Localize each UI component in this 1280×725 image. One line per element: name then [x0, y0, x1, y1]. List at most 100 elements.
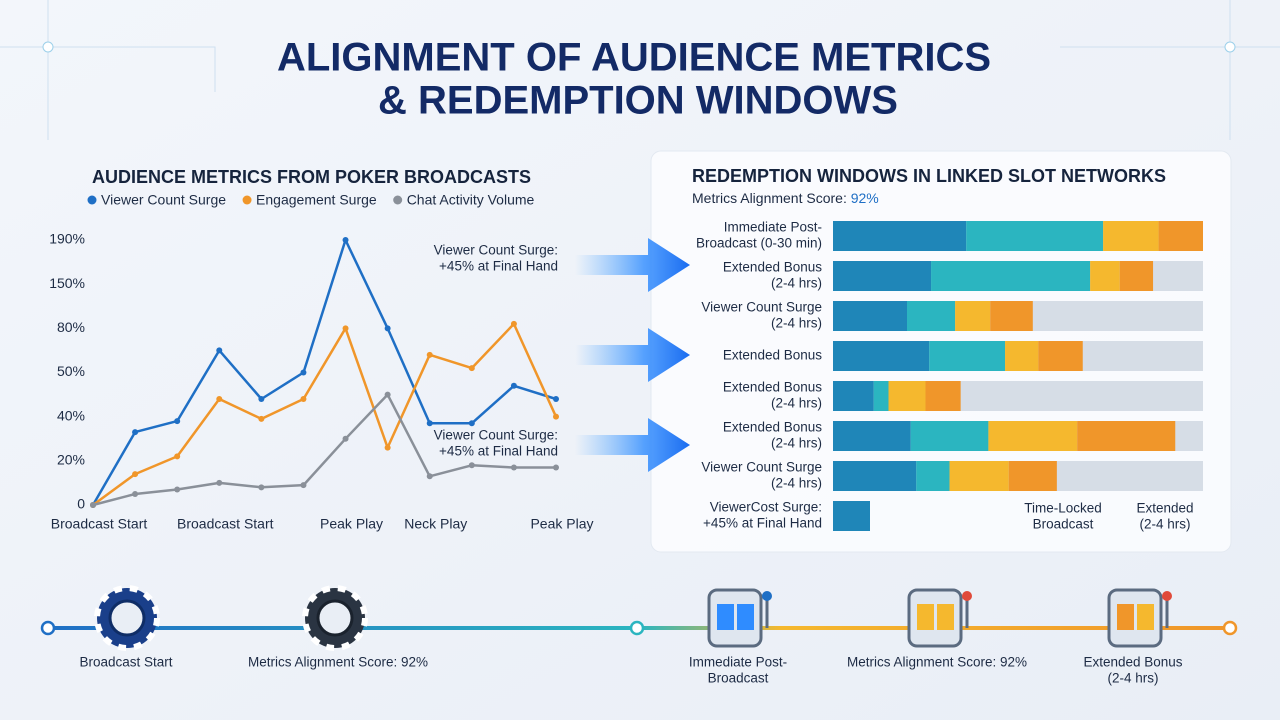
x-tick-label: Peak Play [320, 516, 383, 532]
point [468, 365, 475, 372]
category-label: Broadcast (0-30 min) [696, 236, 822, 251]
x-tick-label: Peak Play [530, 516, 593, 532]
bar-segment [1008, 461, 1057, 491]
point [426, 420, 433, 427]
timeline-label: Broadcast [708, 671, 769, 686]
annotation: Viewer Count Surge: [434, 243, 558, 258]
bar-segment [888, 381, 926, 411]
point [258, 484, 265, 491]
legend-label: Chat Activity Volume [407, 192, 535, 208]
point [132, 471, 139, 478]
point [342, 325, 349, 332]
bar-segment [833, 381, 874, 411]
point [174, 453, 181, 460]
y-tick-label: 80% [57, 319, 85, 335]
point [216, 479, 223, 486]
bar-segment [907, 301, 956, 331]
point [510, 320, 517, 327]
bar-segment [1119, 261, 1154, 291]
bar-segment [1005, 341, 1039, 371]
y-tick-label: 20% [57, 452, 85, 468]
point [510, 382, 517, 389]
bar-segment [833, 421, 911, 451]
point [553, 396, 559, 402]
timeline [40, 585, 1238, 651]
bar-segment [910, 421, 989, 451]
point [426, 351, 433, 358]
point [216, 347, 223, 354]
y-tick-label: 150% [49, 275, 85, 291]
point [174, 486, 181, 493]
point [90, 502, 96, 508]
bar-segment [1077, 421, 1176, 451]
point [384, 325, 391, 332]
chart-title: AUDIENCE METRICS FROM POKER BROADCASTS [92, 167, 531, 187]
timeline-label: (2-4 hrs) [1107, 671, 1158, 686]
bar-segment [833, 461, 917, 491]
y-tick-label: 0 [77, 496, 85, 512]
point [300, 396, 307, 402]
bar-segment [931, 261, 1091, 291]
point [342, 435, 349, 442]
bar-segment [833, 501, 870, 531]
annotation: +45% at Final Hand [439, 259, 558, 274]
legend-label: Engagement Surge [256, 192, 377, 208]
annotation: (2-4 hrs) [1139, 517, 1190, 532]
category-label: Extended Bonus [723, 260, 822, 275]
x-tick-label: Broadcast Start [51, 516, 148, 532]
point [468, 420, 475, 427]
annotation: Broadcast [1033, 517, 1094, 532]
timeline-label: Broadcast Start [79, 655, 172, 670]
category-label: (2-4 hrs) [771, 276, 822, 291]
category-label: (2-4 hrs) [771, 396, 822, 411]
y-tick-label: 190% [49, 231, 85, 247]
category-label: (2-4 hrs) [771, 476, 822, 491]
bar-segment [990, 301, 1033, 331]
x-tick-label: Broadcast Start [177, 516, 274, 532]
chart-title: REDEMPTION WINDOWS IN LINKED SLOT NETWOR… [692, 166, 1166, 186]
point [300, 369, 307, 376]
legend-marker [242, 195, 252, 205]
bar-segment [833, 341, 930, 371]
category-label: Extended Bonus [723, 348, 822, 363]
category-label: Immediate Post- [724, 220, 822, 235]
timeline-label: Immediate Post- [689, 655, 787, 670]
category-label: (2-4 hrs) [771, 316, 822, 331]
category-label: (2-4 hrs) [771, 436, 822, 451]
bar-segment [929, 341, 1006, 371]
subtitle-value: 92% [851, 190, 879, 206]
bar-segment [833, 301, 907, 331]
y-tick-label: 50% [57, 363, 85, 379]
point [553, 413, 559, 420]
timeline-label: Metrics Alignment Score: 92% [248, 655, 428, 670]
annotation: Time-Locked [1024, 501, 1102, 516]
series-line [92, 393, 556, 507]
bar-segment [949, 461, 1009, 491]
point [258, 415, 265, 422]
category-label: Extended Bonus [723, 380, 822, 395]
point [132, 429, 139, 436]
bar-segment [873, 381, 889, 411]
bar-segment [1103, 221, 1159, 251]
point [468, 462, 475, 469]
point [553, 464, 559, 471]
category-label: Extended Bonus [723, 420, 822, 435]
annotation: Extended [1136, 501, 1193, 516]
annotation: Viewer Count Surge: [434, 428, 558, 443]
timeline-label: Metrics Alignment Score: 92% [847, 655, 1027, 670]
point [174, 418, 181, 425]
bar-segment [925, 381, 961, 411]
x-tick-label: Neck Play [404, 516, 467, 532]
arrows [575, 238, 690, 472]
bar-segment [1090, 261, 1120, 291]
decor [0, 0, 1280, 140]
timeline-label: Extended Bonus [1083, 655, 1182, 670]
y-tick-label: 40% [57, 407, 85, 423]
bar-segment [833, 221, 967, 251]
bar-segment [1038, 341, 1083, 371]
point [300, 482, 307, 489]
point [216, 396, 223, 402]
point [384, 391, 391, 398]
title: & REDEMPTION WINDOWS [378, 79, 898, 123]
bar-segment [955, 301, 991, 331]
